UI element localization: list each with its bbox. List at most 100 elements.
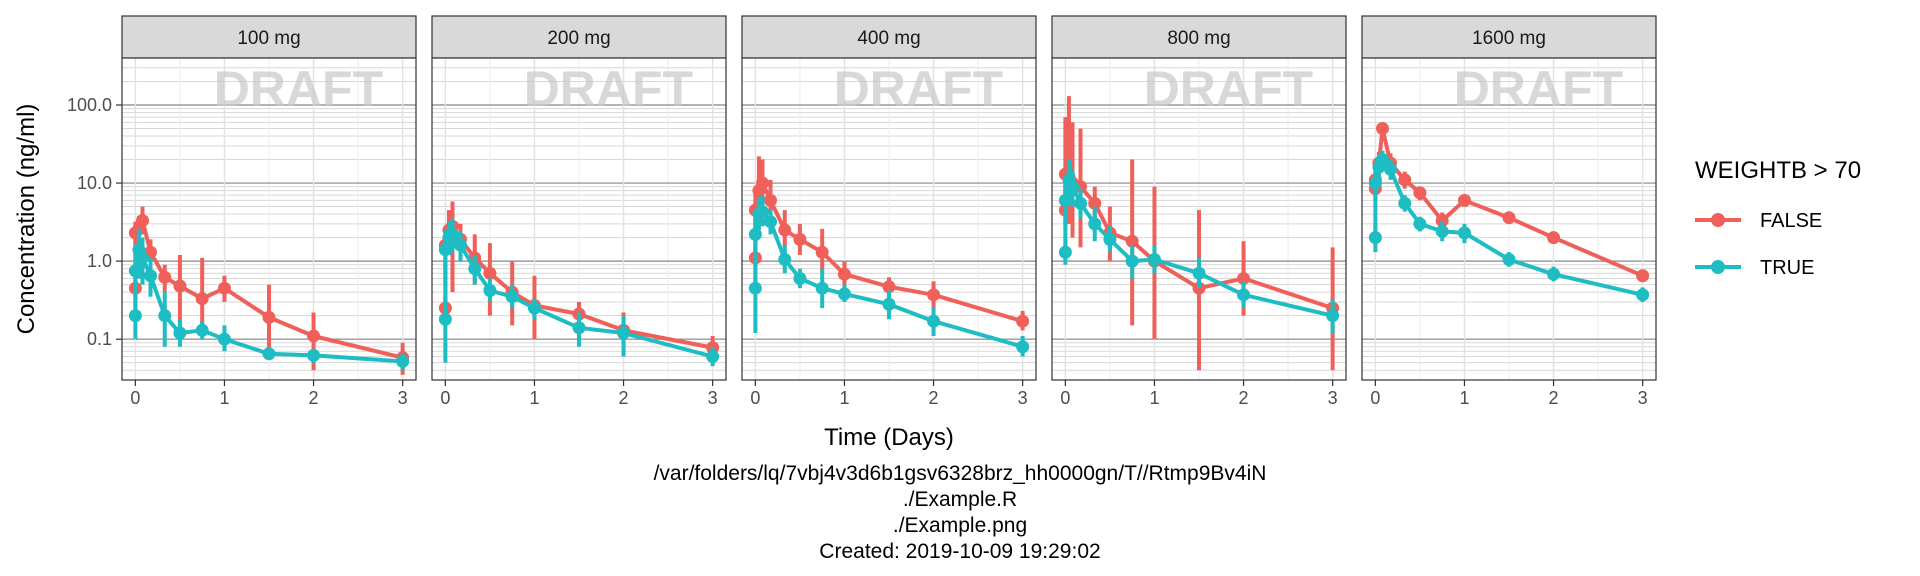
data-point	[195, 323, 209, 337]
caption-path: /var/folders/lq/7vbj4v3d6b1gsv6328brz_hh…	[653, 462, 1267, 485]
watermark: DRAFT	[524, 61, 693, 117]
data-point	[1147, 252, 1161, 266]
legend-key-point	[1711, 260, 1725, 274]
data-point	[1457, 193, 1471, 207]
data-point	[1435, 224, 1449, 238]
data-point	[262, 310, 276, 324]
watermark: DRAFT	[834, 61, 1003, 117]
data-point	[748, 281, 762, 295]
data-point	[1435, 214, 1449, 228]
data-point	[927, 288, 941, 302]
data-point	[748, 227, 762, 241]
data-point	[1547, 267, 1561, 281]
data-point	[128, 264, 142, 278]
panel-border	[1361, 57, 1657, 381]
data-point	[1192, 266, 1206, 280]
data-point	[1237, 271, 1251, 285]
data-point	[1125, 234, 1139, 248]
x-tick-label: 3	[708, 388, 718, 408]
data-point	[1413, 217, 1427, 231]
x-tick-label: 3	[1638, 388, 1648, 408]
x-tick-label: 1	[1149, 388, 1159, 408]
data-point	[483, 284, 497, 298]
facet-strip	[121, 15, 417, 59]
data-point	[438, 243, 452, 257]
watermark: DRAFT	[214, 61, 383, 117]
panel-border	[121, 57, 417, 381]
facet-label: 100 mg	[237, 28, 300, 49]
data-point	[1088, 196, 1102, 210]
data-point	[454, 238, 468, 252]
data-point	[1636, 269, 1650, 283]
data-point	[468, 262, 482, 276]
data-point	[1398, 173, 1412, 187]
data-point	[217, 332, 231, 346]
x-tick-label: 3	[1328, 388, 1338, 408]
x-tick-label: 0	[1060, 388, 1070, 408]
data-point	[1457, 226, 1471, 240]
data-point	[1384, 162, 1398, 176]
facet-label: 800 mg	[1167, 28, 1230, 49]
x-tick-label: 0	[1370, 388, 1380, 408]
y-tick-label: 0.1	[87, 329, 112, 349]
data-point	[927, 314, 941, 328]
x-tick-label: 3	[398, 388, 408, 408]
y-tick-label: 1.0	[87, 251, 112, 271]
data-point	[173, 279, 187, 293]
facet-label: 400 mg	[857, 28, 920, 49]
x-tick-label: 1	[839, 388, 849, 408]
data-point	[778, 223, 792, 237]
caption-script: ./Example.R	[902, 488, 1018, 511]
y-tick-label: 100.0	[67, 95, 112, 115]
data-point	[1058, 193, 1072, 207]
y-tick-label: 10.0	[77, 173, 112, 193]
data-point	[1237, 288, 1251, 302]
data-point	[764, 193, 778, 207]
data-point	[815, 245, 829, 259]
data-point	[217, 281, 231, 295]
data-point	[1502, 211, 1516, 225]
legend-title: WEIGHTB > 70	[1695, 157, 1861, 184]
data-point	[1375, 153, 1389, 167]
data-point	[755, 176, 769, 190]
data-point	[837, 267, 851, 281]
facet-strip	[741, 15, 1037, 59]
x-axis-title: Time (Days)	[824, 424, 954, 451]
data-point	[195, 292, 209, 306]
data-point	[1065, 180, 1079, 194]
data-point	[1368, 176, 1382, 190]
data-point	[527, 301, 541, 315]
data-point	[505, 290, 519, 304]
faceted-line-chart: 100 mg DRAFT 0 1 2 3 200 mg DRAFT 0 1 2 3 400 mg DRAF…	[13, 15, 1861, 451]
caption-output: ./Example.png	[892, 514, 1028, 537]
data-point	[815, 281, 829, 295]
data-point	[1088, 217, 1102, 231]
data-point	[1368, 231, 1382, 245]
data-point	[173, 326, 187, 340]
legend-label: FALSE	[1760, 210, 1822, 232]
data-point	[1326, 309, 1340, 323]
data-point	[144, 269, 158, 283]
data-point	[882, 297, 896, 311]
data-point	[1103, 232, 1117, 246]
legend-key-point	[1711, 213, 1725, 227]
x-tick-label: 3	[1018, 388, 1028, 408]
y-axis-title: Concentration (ng/ml)	[13, 104, 40, 335]
x-tick-label: 2	[309, 388, 319, 408]
data-point	[793, 232, 807, 246]
data-point	[1074, 196, 1088, 210]
facet-strip	[1361, 15, 1657, 59]
panel-border	[1051, 57, 1347, 381]
data-point	[1636, 288, 1650, 302]
legend-label: TRUE	[1760, 257, 1814, 279]
data-point	[445, 227, 459, 241]
data-point	[135, 214, 149, 228]
facet-label: 200 mg	[547, 28, 610, 49]
facet-strip	[431, 15, 727, 59]
data-point	[1016, 340, 1030, 354]
data-point	[764, 215, 778, 229]
data-point	[135, 251, 149, 265]
watermark: DRAFT	[1144, 61, 1313, 117]
data-point	[882, 280, 896, 294]
data-point	[128, 309, 142, 323]
